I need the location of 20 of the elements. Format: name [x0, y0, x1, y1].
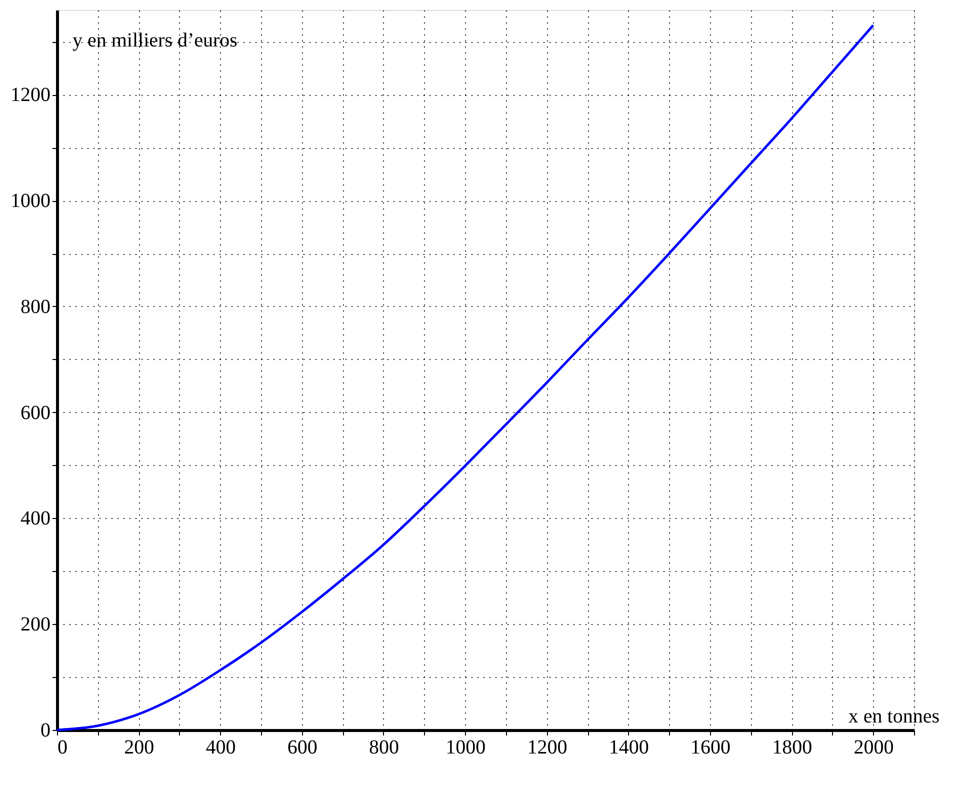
- x-axis-title: x en tonnes: [848, 706, 940, 728]
- x-tick-label: 600: [287, 736, 318, 758]
- y-tick-label: 400: [20, 508, 50, 530]
- y-tick-label: 200: [20, 614, 50, 636]
- x-tick-label: 1400: [608, 736, 649, 758]
- x-tick-label: 0: [58, 736, 68, 758]
- y-tick-label: 600: [20, 402, 50, 424]
- x-tick-label: 1800: [772, 736, 812, 758]
- x-tick-label: 400: [206, 736, 236, 758]
- x-tick-label: 1600: [690, 736, 730, 758]
- y-tick-label: 1000: [10, 190, 50, 212]
- y-tick-label: 1200: [10, 84, 50, 106]
- x-tick-label: 200: [124, 736, 154, 758]
- x-tick-label: 1000: [446, 736, 486, 758]
- y-tick-label: 800: [20, 296, 50, 318]
- x-tick-label: 1200: [527, 736, 568, 758]
- x-tick-label: 2000: [854, 736, 894, 758]
- y-tick-label: 0: [40, 720, 50, 742]
- x-tick-label: 800: [368, 736, 399, 758]
- y-axis-title: y en milliers d’euros: [72, 30, 238, 52]
